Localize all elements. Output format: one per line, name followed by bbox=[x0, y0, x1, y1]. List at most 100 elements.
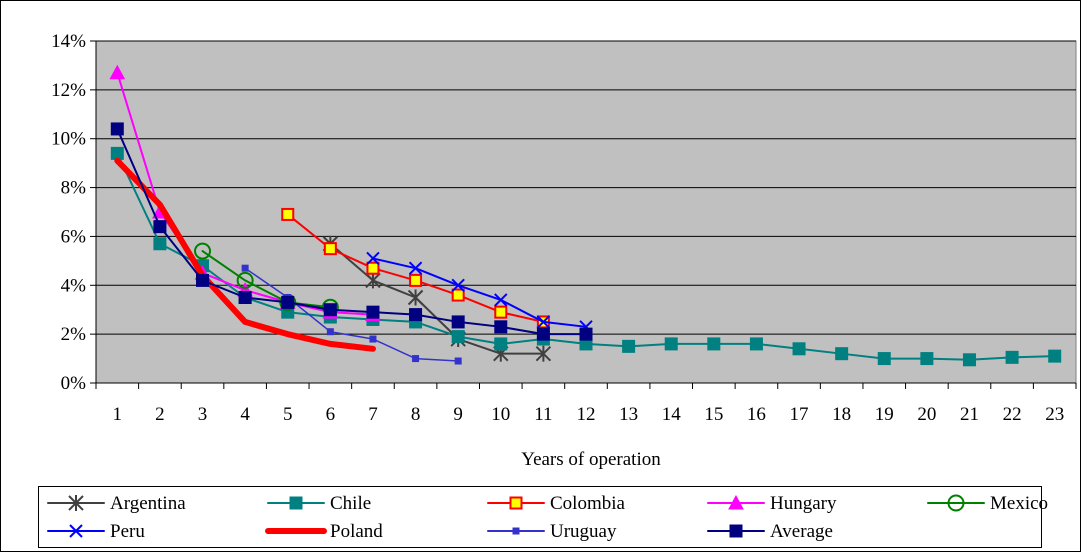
data-point-mexico bbox=[194, 242, 212, 260]
x-tick-label: 12 bbox=[577, 404, 596, 425]
legend-label: Uruguay bbox=[550, 521, 617, 542]
legend-item-peru: Peru bbox=[47, 521, 145, 542]
data-point-argentina bbox=[535, 345, 552, 362]
legend-item-argentina: Argentina bbox=[47, 493, 186, 514]
x-tick-label: 8 bbox=[411, 404, 421, 425]
y-tick-label: 2% bbox=[61, 324, 87, 345]
data-point-chile bbox=[835, 347, 849, 361]
x-tick-label: 1 bbox=[113, 404, 123, 425]
data-point-chile bbox=[920, 352, 934, 366]
data-point-uruguay bbox=[241, 264, 249, 272]
data-point-average bbox=[451, 315, 465, 329]
legend-label: Hungary bbox=[770, 493, 837, 514]
legend-label: Peru bbox=[110, 521, 145, 542]
x-tick-label: 21 bbox=[960, 404, 979, 425]
data-point-uruguay bbox=[369, 335, 377, 343]
data-point-chile bbox=[153, 237, 167, 251]
x-tick-label: 3 bbox=[198, 404, 208, 425]
data-point-peru bbox=[408, 261, 423, 275]
legend-marker bbox=[947, 494, 965, 512]
x-tick-label: 20 bbox=[917, 404, 936, 425]
data-point-average bbox=[536, 327, 550, 341]
x-tick-label: 9 bbox=[453, 404, 463, 425]
data-point-peru bbox=[366, 251, 380, 266]
data-point-chile bbox=[707, 337, 721, 351]
data-point-colombia bbox=[409, 273, 423, 287]
series-line-mexico bbox=[201, 250, 332, 309]
x-tick-label: 22 bbox=[1003, 404, 1022, 425]
x-tick-label: 23 bbox=[1045, 404, 1064, 425]
x-tick-label: 18 bbox=[832, 404, 851, 425]
legend-item-chile: Chile bbox=[267, 493, 371, 514]
legend-marker bbox=[728, 494, 744, 510]
data-point-argentina bbox=[365, 272, 381, 289]
data-point-chile bbox=[877, 352, 891, 366]
y-tick-label: 10% bbox=[51, 129, 86, 150]
legend-marker bbox=[289, 496, 303, 510]
data-point-mexico bbox=[236, 271, 254, 289]
series-line-uruguay bbox=[244, 267, 459, 362]
legend-item-uruguay: Uruguay bbox=[487, 521, 617, 542]
legend-item-colombia: Colombia bbox=[487, 493, 626, 514]
legend-item-hungary: Hungary bbox=[707, 493, 837, 514]
data-point-average bbox=[494, 320, 508, 334]
legend-label: Poland bbox=[330, 521, 383, 542]
data-point-average bbox=[238, 291, 252, 304]
x-tick-label: 17 bbox=[790, 404, 809, 425]
data-point-chile bbox=[792, 342, 806, 356]
data-point-colombia bbox=[281, 207, 295, 221]
x-tick-label: 14 bbox=[662, 404, 682, 425]
data-point-average bbox=[153, 220, 167, 234]
legend-item-average: Average bbox=[707, 521, 833, 542]
data-point-chile bbox=[962, 353, 976, 367]
legend bbox=[38, 486, 1042, 548]
legend-marker bbox=[68, 495, 84, 511]
legend-label: Average bbox=[770, 521, 833, 542]
x-tick-label: 6 bbox=[326, 404, 336, 425]
y-tick-label: 0% bbox=[61, 373, 87, 394]
data-point-colombia bbox=[494, 305, 508, 319]
data-point-chile bbox=[1005, 350, 1019, 364]
legend-label: Chile bbox=[330, 493, 371, 514]
x-tick-label: 11 bbox=[534, 404, 552, 425]
legend-item-mexico: Mexico bbox=[927, 493, 1048, 514]
data-point-average bbox=[196, 273, 210, 287]
data-point-peru bbox=[451, 278, 465, 292]
data-point-average bbox=[323, 303, 337, 317]
x-tick-label: 15 bbox=[704, 404, 723, 425]
data-point-chile bbox=[451, 330, 465, 344]
data-point-peru bbox=[494, 293, 508, 307]
y-tick-label: 8% bbox=[61, 178, 87, 199]
legend-label: Colombia bbox=[550, 493, 626, 514]
data-point-chile bbox=[1048, 349, 1062, 363]
data-point-colombia bbox=[323, 242, 337, 256]
legend-item-poland: Poland bbox=[265, 521, 383, 542]
x-tick-label: 13 bbox=[619, 404, 638, 425]
x-axis-label: Years of operation bbox=[521, 449, 661, 470]
data-point-uruguay bbox=[454, 357, 462, 365]
x-tick-label: 5 bbox=[283, 404, 293, 425]
x-tick-label: 16 bbox=[747, 404, 766, 425]
data-point-average bbox=[579, 327, 593, 341]
legend-marker bbox=[512, 527, 520, 535]
data-point-chile bbox=[664, 337, 678, 351]
y-tick-label: 6% bbox=[61, 226, 87, 247]
data-point-colombia bbox=[366, 261, 380, 275]
series-line-poland bbox=[114, 157, 376, 352]
series-line-peru bbox=[371, 257, 587, 328]
data-point-argentina bbox=[407, 289, 424, 306]
y-tick-label: 4% bbox=[61, 275, 87, 296]
x-tick-label: 7 bbox=[368, 404, 378, 425]
data-point-uruguay bbox=[326, 328, 334, 336]
data-point-average bbox=[409, 308, 423, 322]
data-point-chile bbox=[494, 337, 508, 351]
data-point-colombia bbox=[451, 288, 465, 302]
legend-marker bbox=[729, 524, 743, 538]
legend-marker bbox=[69, 524, 83, 538]
y-tick-label: 14% bbox=[51, 31, 86, 52]
series-line-average bbox=[116, 127, 587, 336]
x-tick-label: 19 bbox=[875, 404, 894, 425]
data-point-uruguay bbox=[412, 355, 420, 363]
data-point-hungary bbox=[109, 64, 126, 80]
